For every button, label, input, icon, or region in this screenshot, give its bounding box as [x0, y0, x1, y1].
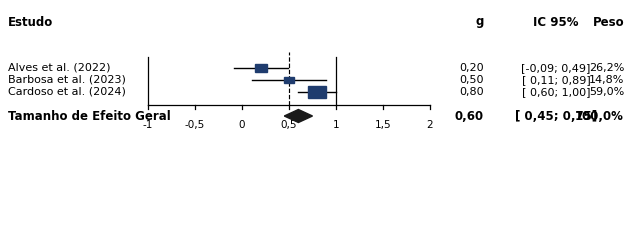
Text: Barbosa et al. (2023): Barbosa et al. (2023) — [8, 75, 126, 85]
Text: g: g — [476, 15, 484, 29]
Text: Cardoso et al. (2024): Cardoso et al. (2024) — [8, 87, 126, 97]
Text: [-0,09; 0,49]: [-0,09; 0,49] — [522, 63, 591, 73]
Bar — [284, 77, 293, 83]
Text: Estudo: Estudo — [8, 15, 53, 29]
Text: [ 0,60; 1,00]: [ 0,60; 1,00] — [522, 87, 590, 97]
Text: 59,0%: 59,0% — [589, 87, 624, 97]
Text: 1: 1 — [333, 120, 340, 130]
Text: 0,80: 0,80 — [459, 87, 484, 97]
Text: [ 0,45; 0,75]: [ 0,45; 0,75] — [515, 109, 597, 123]
Text: 2: 2 — [427, 120, 433, 130]
Text: 100,0%: 100,0% — [575, 109, 624, 123]
Text: IC 95%: IC 95% — [533, 15, 579, 29]
Text: Peso: Peso — [592, 15, 624, 29]
Polygon shape — [284, 109, 312, 123]
Text: 0,60: 0,60 — [455, 109, 484, 123]
Text: 0,20: 0,20 — [459, 63, 484, 73]
Text: 1,5: 1,5 — [375, 120, 391, 130]
Bar — [255, 64, 266, 72]
Text: 26,2%: 26,2% — [589, 63, 624, 73]
Text: -1: -1 — [143, 120, 153, 130]
Text: 0: 0 — [238, 120, 245, 130]
Text: 14,8%: 14,8% — [589, 75, 624, 85]
Text: Tamanho de Efeito Geral: Tamanho de Efeito Geral — [8, 109, 170, 123]
Text: 0,50: 0,50 — [459, 75, 484, 85]
Text: Alves et al. (2022): Alves et al. (2022) — [8, 63, 111, 73]
Text: 0,5: 0,5 — [280, 120, 297, 130]
Bar — [308, 86, 326, 98]
Text: [ 0,11; 0,89]: [ 0,11; 0,89] — [522, 75, 590, 85]
Text: -0,5: -0,5 — [185, 120, 205, 130]
